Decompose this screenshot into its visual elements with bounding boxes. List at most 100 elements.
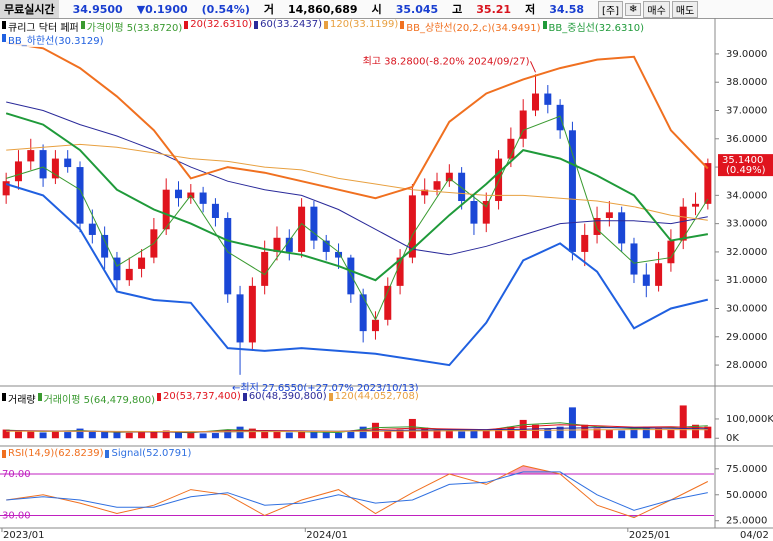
x-tick-label: 2025/01: [629, 530, 671, 541]
candle-body: [285, 237, 293, 252]
candle-body: [224, 217, 232, 295]
volume-bar: [236, 426, 244, 439]
candle-body: [101, 234, 109, 258]
indicator-line: [6, 429, 708, 433]
y-tick-label: 34.0000: [726, 190, 767, 201]
candle-body: [51, 158, 59, 179]
candle-body: [162, 189, 170, 230]
legend: 큐리그 닥터 페퍼 가격이평 5(33.8720) 20(32.6310) 60(33…: [2, 19, 647, 34]
indicator-line: [6, 471, 708, 511]
volume-bar: [556, 426, 564, 439]
volume-bar: [532, 424, 539, 439]
candle-body: [421, 189, 429, 196]
y-tick-label: 37.0000: [726, 105, 767, 116]
volume-bar: [261, 430, 269, 439]
volume-bar: [605, 429, 613, 439]
open-label: 시: [371, 3, 382, 16]
legend-swatch: [80, 21, 85, 29]
legend-item: 가격이평 5(33.8720): [86, 23, 183, 34]
volume: 14,860,689: [287, 2, 358, 16]
button[interactable]: 매도: [671, 0, 699, 18]
level-label: 30.00: [2, 511, 31, 522]
indicator-line: [6, 115, 709, 321]
volume-bar: [482, 430, 490, 439]
candle-body: [679, 206, 687, 241]
candle-body: [470, 201, 478, 224]
button[interactable]: 매수: [643, 0, 670, 18]
legend-swatch: [2, 393, 6, 401]
low: 34.58: [549, 2, 584, 16]
indicator-line: [5, 112, 708, 282]
volume-bar: [273, 431, 281, 439]
volume-bar: [335, 432, 343, 439]
candle-body: [519, 110, 527, 139]
y-tick-label: 33.0000: [726, 219, 767, 230]
legend-item: 큐리그 닥터 페퍼: [8, 23, 79, 34]
legend-item: 20(32.6310): [190, 19, 253, 30]
volume-bar: [421, 427, 429, 439]
candle-body: [39, 150, 47, 179]
volume-bar: [704, 426, 712, 439]
volume-bar: [101, 431, 109, 439]
volume-bar: [125, 432, 133, 439]
volume-bar: [175, 432, 182, 439]
candle-body: [544, 93, 552, 105]
low-label: 저: [525, 3, 536, 16]
candle-body: [27, 150, 35, 162]
volume-bar: [630, 427, 638, 439]
legend: BB_하한선(30.3129): [2, 32, 106, 47]
candle-body: [581, 234, 589, 252]
candle-body: [667, 240, 675, 264]
volume-bar: [211, 433, 219, 439]
legend-item: 60(33.2437): [260, 19, 323, 30]
button[interactable]: [주]: [598, 0, 624, 18]
volume-bar: [187, 432, 195, 439]
volume-bar: [298, 430, 306, 439]
candle-body: [347, 257, 355, 295]
high-annotation: 최고 38.2800(-8.20% 2024/09/27): [363, 55, 530, 67]
candle-body: [248, 285, 256, 343]
candle-body: [236, 294, 244, 343]
legend-swatch: [37, 393, 42, 401]
rsi-zone: [627, 515, 639, 518]
button[interactable]: ❄: [625, 2, 642, 16]
legend-swatch: [2, 21, 6, 29]
legend-swatch: [324, 21, 329, 29]
candle-body: [113, 257, 121, 281]
volume-bar: [113, 432, 121, 439]
legend-swatch: [242, 393, 247, 401]
volume-bar: [64, 432, 72, 439]
candle-body: [322, 240, 330, 252]
volume-bar: [642, 426, 650, 439]
candle-body: [605, 212, 613, 218]
volume-bar: [618, 430, 626, 439]
rsi-zone: [6, 465, 708, 474]
legend: RSI(14,9)(62.8239) Signal(52.0791): [2, 448, 194, 459]
y-tick-label: 39.0000: [726, 49, 767, 60]
low-annotation: ←최저 27.6550(+27.07% 2023/10/13): [232, 382, 419, 394]
indicator-line: [6, 465, 709, 519]
candle-body: [692, 203, 700, 207]
candle-body: [14, 161, 22, 182]
y-tick-label: 25.0000: [726, 516, 767, 527]
volume-bar: [581, 424, 589, 439]
candle-body: [76, 167, 84, 224]
high: 35.21: [476, 2, 512, 16]
volume-bar: [396, 429, 404, 439]
legend-item: 60(48,390,800): [248, 391, 327, 402]
volume-bar: [470, 430, 478, 439]
legend-item: BB_하한선(30.3129): [8, 36, 104, 47]
volume-bar: [347, 431, 355, 439]
candle-body: [211, 203, 219, 218]
header: 무료실시간 34.9500 ▼0.1900 (0.54%) 거 14,860,6…: [0, 0, 773, 19]
y-tick-label: 50.0000: [726, 490, 767, 501]
volume-bar: [39, 432, 47, 439]
last-pct: (0.49%): [726, 165, 766, 176]
volume-bar: [679, 405, 687, 439]
y-tick-label: 36.0000: [726, 134, 767, 145]
volume-bar: [138, 432, 146, 439]
y-tick-label: 28.0000: [726, 360, 767, 371]
candle-body: [2, 181, 10, 196]
last-price-box: [718, 154, 773, 177]
